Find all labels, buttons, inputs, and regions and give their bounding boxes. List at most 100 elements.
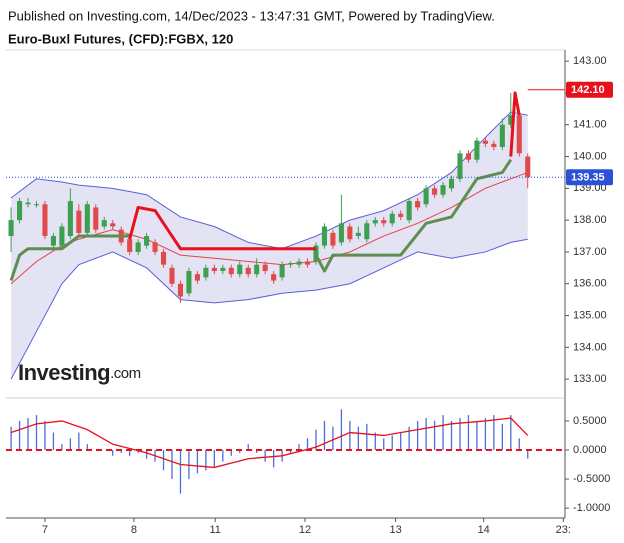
candle-body — [457, 153, 463, 179]
candle-body — [398, 213, 404, 217]
candle-body — [415, 201, 421, 208]
price-label-box — [566, 81, 613, 98]
candle-body — [465, 153, 471, 160]
candle-body — [84, 204, 90, 233]
trend-line — [9, 234, 130, 282]
candle-body — [50, 236, 56, 246]
candle-body — [177, 283, 184, 297]
candle-body — [8, 220, 14, 237]
symbol-title: Euro-Buxl Futures, (CFD):FGBX, 120 — [8, 31, 233, 46]
x-tick-label: 23: — [556, 524, 571, 536]
band-lower — [10, 238, 528, 380]
candle-body — [389, 213, 395, 224]
candle-body — [330, 232, 336, 246]
candle-body — [135, 242, 141, 252]
candle-body — [211, 267, 217, 272]
x-tick-label: 7 — [42, 524, 48, 536]
x-tick-label: 14 — [478, 524, 490, 536]
candle-body — [313, 245, 319, 262]
y-tick-label: 137.00 — [573, 246, 607, 258]
candle-body — [423, 188, 429, 205]
candle-body — [482, 140, 488, 144]
candle-body — [110, 223, 116, 227]
candle-body — [406, 201, 412, 221]
y-tick-label: 139.00 — [573, 182, 607, 194]
candle-body — [127, 239, 133, 252]
y-tick-label: 141.00 — [573, 119, 607, 131]
y-tick-label: 134.00 — [573, 341, 607, 353]
published-line: Published on Investing.com, 14/Dec/2023 … — [8, 8, 495, 23]
y-tick-label: 135.00 — [573, 309, 607, 321]
band-upper — [10, 111, 528, 250]
candle-body — [262, 264, 268, 272]
band-fill — [11, 112, 528, 380]
candle-body — [33, 204, 40, 206]
price-label: 142.10 — [571, 84, 605, 96]
candle-body — [17, 201, 23, 221]
y-tick-label: -0.5000 — [573, 473, 610, 485]
trend-line — [509, 91, 521, 157]
price-label: 139.35 — [571, 172, 605, 184]
candle-body — [186, 271, 192, 294]
candle-body — [237, 264, 243, 275]
candle-body — [508, 115, 514, 125]
y-tick-label: 0.0000 — [573, 444, 607, 456]
candle-body — [67, 201, 73, 237]
price-label-box — [566, 169, 613, 186]
candle-body — [25, 202, 31, 205]
logo-name: Investing — [18, 360, 110, 385]
candle-body — [169, 267, 175, 284]
x-tick-label: 13 — [389, 524, 401, 536]
candle-body — [321, 226, 328, 246]
candle-body — [279, 264, 285, 278]
candle-body — [101, 220, 107, 227]
candle-body — [203, 267, 209, 278]
y-tick-label: 138.00 — [573, 214, 607, 226]
candle-body — [491, 143, 497, 147]
candle-body — [525, 156, 531, 178]
y-tick-label: 133.00 — [573, 373, 607, 385]
candle-body — [59, 226, 65, 246]
y-tick-label: 143.00 — [573, 55, 607, 67]
candle-body — [245, 267, 251, 275]
candle-body — [474, 140, 480, 160]
logo-suffix: .com — [110, 365, 141, 382]
candle-body — [152, 242, 158, 252]
candle-body — [355, 232, 361, 237]
candle-body — [228, 267, 234, 275]
signal-line — [10, 417, 529, 469]
candle-body — [381, 220, 387, 224]
candle-body — [432, 188, 438, 195]
y-tick-label: -1.0000 — [573, 502, 610, 514]
candle-body — [42, 204, 48, 237]
candle-body — [144, 236, 150, 246]
candle-body — [440, 185, 446, 195]
candle-body — [499, 124, 505, 147]
candle-body — [288, 263, 294, 265]
candle-body — [347, 226, 353, 240]
candle-body — [76, 210, 82, 233]
y-tick-label: 0.5000 — [573, 415, 607, 427]
candle-body — [364, 223, 370, 240]
candle-body — [448, 178, 455, 189]
candle-body — [194, 274, 200, 281]
candle-body — [296, 261, 302, 265]
logo: Investing.com — [18, 360, 141, 385]
candle-body — [372, 220, 378, 224]
y-tick-label: 136.00 — [573, 278, 607, 290]
candle-body — [338, 223, 344, 243]
x-tick-label: 11 — [209, 524, 220, 536]
x-tick-label: 12 — [299, 524, 311, 536]
candle-body — [93, 207, 99, 230]
plot: 133.00 134.00 135.00 136.00 137.00 138.00 139.… — [6, 55, 613, 536]
candle-body — [220, 267, 226, 272]
trend-line — [128, 205, 316, 251]
candle-body — [271, 274, 277, 281]
candle-body — [304, 261, 311, 265]
candle-body — [254, 264, 260, 275]
candle-body — [516, 115, 522, 154]
y-tick-label: 140.00 — [573, 150, 607, 162]
x-tick-label: 8 — [131, 524, 137, 536]
trend-line — [314, 158, 513, 273]
